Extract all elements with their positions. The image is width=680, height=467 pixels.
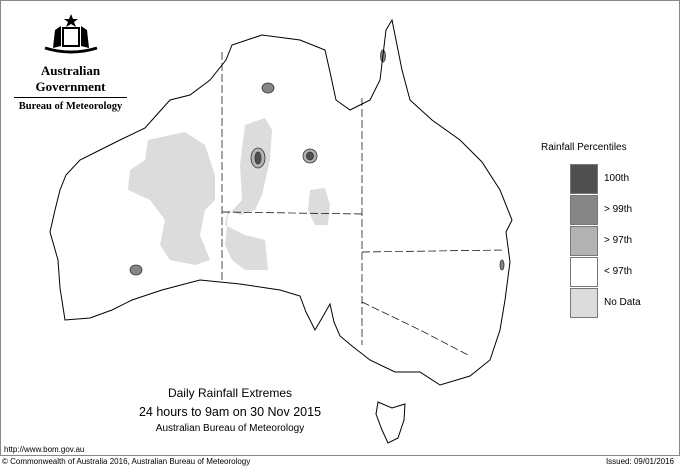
copyright: © Commonwealth of Australia 2016, Austra…	[2, 457, 251, 466]
no-data-areas	[128, 118, 330, 270]
coat-of-arms-icon	[44, 14, 97, 54]
legend-label: 100th	[604, 173, 630, 184]
area-99th	[261, 82, 275, 94]
area-99th	[499, 259, 505, 271]
issued-date: Issued: 09/01/2016	[605, 457, 674, 466]
legend-label: > 99th	[604, 204, 633, 215]
government-name: Australian Government	[35, 63, 106, 94]
bom-logo: Australian Government Bureau of Meteorol…	[8, 12, 133, 112]
legend-swatch	[570, 226, 598, 256]
legend-swatch	[570, 288, 598, 318]
legend-swatch	[570, 257, 598, 287]
map-source: Australian Bureau of Meteorology	[155, 423, 305, 434]
area-99th	[306, 151, 314, 161]
state-borders	[221, 52, 506, 357]
legend-title: Rainfall Percentiles	[541, 142, 627, 153]
map-title: Daily Rainfall Extremes	[167, 386, 293, 400]
no-data-area-nt-east	[308, 188, 330, 225]
map-period: 24 hours to 9am on 30 Nov 2015	[138, 405, 322, 419]
australia-coastline	[49, 18, 513, 386]
legend-label: > 97th	[604, 235, 633, 246]
agency-name: Bureau of Meteorology	[14, 97, 127, 112]
legend-swatch	[570, 164, 598, 194]
area-99th	[129, 264, 143, 276]
no-data-area-central	[225, 118, 272, 270]
legend-label: No Data	[604, 297, 641, 308]
website-link[interactable]: http://www.bom.gov.au	[4, 445, 85, 454]
legend-swatch	[570, 195, 598, 225]
no-data-area-wa	[128, 132, 215, 265]
area-100th	[254, 151, 262, 165]
legend-label: < 97th	[604, 266, 633, 277]
tasmania-coastline	[375, 401, 406, 444]
percentile-areas	[129, 49, 505, 276]
